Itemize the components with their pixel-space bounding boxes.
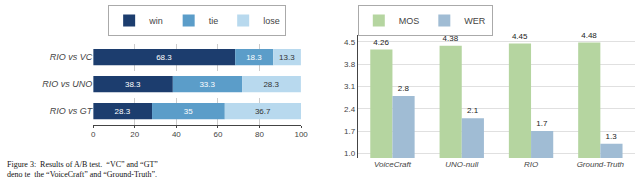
svg-text:33.3: 33.3	[199, 80, 215, 89]
svg-text:2.1: 2.1	[467, 106, 479, 115]
svg-text:3.1: 3.1	[344, 82, 356, 91]
svg-text:0: 0	[91, 130, 96, 139]
svg-text:1.0: 1.0	[344, 149, 356, 158]
svg-text:RIO vs VC: RIO vs VC	[50, 52, 93, 62]
svg-text:100: 100	[294, 130, 308, 139]
svg-text:1.7: 1.7	[344, 127, 356, 136]
svg-text:WER: WER	[464, 16, 485, 26]
svg-text:80: 80	[255, 130, 264, 139]
svg-text:18.3: 18.3	[246, 53, 262, 62]
svg-text:1.7: 1.7	[536, 119, 548, 128]
svg-text:4.38: 4.38	[442, 33, 459, 43]
svg-text:Ground-Truth: Ground-Truth	[577, 160, 625, 169]
svg-text:RIO vs GT: RIO vs GT	[50, 106, 94, 116]
svg-text:3.8: 3.8	[344, 60, 356, 69]
svg-text:38.3: 38.3	[125, 80, 141, 89]
svg-text:Figure 3: Results of A/B test: Figure 3: Results of A/B test. “VC” and …	[7, 160, 158, 179]
svg-text:4.48: 4.48	[581, 31, 597, 40]
svg-text:4.45: 4.45	[512, 32, 528, 41]
svg-text:2.8: 2.8	[398, 84, 410, 93]
svg-text:4.5: 4.5	[344, 38, 356, 47]
svg-text:tie: tie	[209, 16, 219, 26]
svg-text:RIO vs UNO: RIO vs UNO	[42, 79, 92, 89]
svg-text:36.7: 36.7	[255, 107, 271, 116]
svg-text:2.4: 2.4	[344, 105, 356, 114]
svg-text:28.3: 28.3	[263, 80, 279, 89]
svg-text:4.26: 4.26	[373, 38, 389, 47]
svg-text:lose: lose	[263, 16, 280, 26]
svg-text:UNO-null: UNO-null	[445, 160, 478, 169]
svg-text:28.3: 28.3	[115, 107, 131, 116]
svg-text:60: 60	[213, 130, 222, 139]
svg-text:RIO: RIO	[524, 160, 538, 169]
svg-text:20: 20	[130, 130, 139, 139]
svg-text:1.3: 1.3	[606, 132, 618, 141]
svg-text:VoiceCraft: VoiceCraft	[374, 160, 412, 169]
svg-text:13.3: 13.3	[279, 53, 295, 62]
svg-text:35: 35	[184, 107, 193, 116]
svg-text:win: win	[148, 16, 163, 26]
svg-text:MOS: MOS	[399, 16, 420, 26]
svg-text:68.3: 68.3	[156, 53, 172, 62]
svg-text:40: 40	[172, 130, 181, 139]
